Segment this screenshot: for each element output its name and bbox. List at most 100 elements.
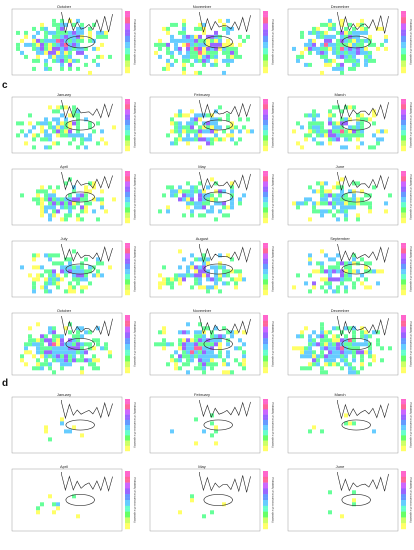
probability-cell bbox=[372, 354, 376, 359]
closure-area bbox=[203, 35, 233, 49]
probability-cell bbox=[336, 289, 340, 294]
probability-cell bbox=[48, 326, 52, 331]
probability-cell bbox=[222, 362, 226, 367]
probability-cell bbox=[178, 338, 182, 343]
probability-cell bbox=[210, 350, 214, 355]
probability-cell bbox=[332, 338, 336, 343]
probability-cell bbox=[60, 133, 64, 138]
map-plot: Probability of occurrence of a spawning bbox=[149, 396, 275, 454]
probability-cell bbox=[174, 125, 178, 130]
probability-cell bbox=[44, 197, 48, 202]
probability-cell bbox=[40, 209, 44, 214]
probability-cell bbox=[170, 62, 174, 67]
probability-cell bbox=[320, 322, 324, 327]
probability-cell bbox=[52, 117, 56, 122]
probability-cell bbox=[336, 201, 340, 206]
probability-cell bbox=[340, 109, 344, 114]
probability-cell bbox=[202, 62, 206, 67]
probability-cell bbox=[76, 269, 80, 274]
probability-cell bbox=[190, 350, 194, 355]
probability-cell bbox=[92, 358, 96, 363]
probability-cell bbox=[222, 502, 226, 507]
probability-cell bbox=[344, 205, 348, 210]
probability-cell bbox=[218, 117, 222, 122]
probability-cell bbox=[352, 421, 356, 426]
probability-cell bbox=[230, 269, 234, 274]
probability-cell bbox=[202, 265, 206, 270]
probability-cell bbox=[182, 189, 186, 194]
probability-cell bbox=[96, 197, 100, 202]
probability-cell bbox=[332, 213, 336, 218]
probability-cell bbox=[234, 141, 238, 146]
probability-cell bbox=[380, 346, 384, 351]
probability-cell bbox=[64, 22, 68, 27]
probability-cell bbox=[348, 273, 352, 278]
probability-cell bbox=[64, 46, 68, 51]
probability-cell bbox=[372, 133, 376, 138]
map-panel: November Probability of occurrence of a s… bbox=[142, 308, 282, 380]
probability-cell bbox=[226, 18, 230, 23]
probability-cell bbox=[316, 50, 320, 55]
probability-cell bbox=[182, 18, 186, 23]
probability-cell bbox=[348, 370, 352, 375]
probability-cell bbox=[174, 42, 178, 47]
probability-cell bbox=[328, 277, 332, 282]
probability-cell bbox=[316, 121, 320, 126]
probability-cell bbox=[222, 70, 226, 75]
map-plot: Probability of occurrence of a spawning bbox=[11, 168, 137, 226]
probability-cell bbox=[202, 253, 206, 258]
probability-cell bbox=[52, 350, 56, 355]
probability-cell bbox=[214, 354, 218, 359]
probability-cell bbox=[230, 205, 234, 210]
probability-cell bbox=[36, 358, 40, 363]
colorbar: Probability of occurrence of a spawning bbox=[125, 11, 137, 74]
probability-cell bbox=[328, 209, 332, 214]
probability-cell bbox=[226, 58, 230, 63]
probability-cell bbox=[344, 145, 348, 150]
probability-cell bbox=[242, 350, 246, 355]
probability-cell bbox=[32, 342, 36, 347]
probability-cell bbox=[166, 133, 170, 138]
probability-cell bbox=[64, 133, 68, 138]
closure-area bbox=[341, 419, 371, 431]
probability-cell bbox=[296, 201, 300, 206]
probability-cell bbox=[340, 261, 344, 266]
probability-cell bbox=[56, 209, 60, 214]
probability-cell bbox=[60, 346, 64, 351]
map-panel: July Probability of occurrence of a spawn… bbox=[4, 236, 144, 302]
probability-cell bbox=[230, 125, 234, 130]
probability-cell bbox=[340, 205, 344, 210]
probability-cell bbox=[238, 54, 242, 59]
probability-cell bbox=[198, 181, 202, 186]
probability-cell bbox=[56, 354, 60, 359]
probability-cell bbox=[230, 137, 234, 142]
probability-cell bbox=[182, 38, 186, 43]
probability-cell bbox=[166, 362, 170, 367]
probability-cell bbox=[76, 125, 80, 130]
probability-cell bbox=[84, 358, 88, 363]
probability-cell bbox=[214, 326, 218, 331]
probability-cell bbox=[336, 42, 340, 47]
probability-cell bbox=[202, 137, 206, 142]
probability-cell bbox=[242, 38, 246, 43]
probability-cell bbox=[194, 441, 198, 446]
coastline bbox=[337, 316, 389, 336]
probability-cell bbox=[36, 510, 40, 515]
probability-cell bbox=[214, 117, 218, 122]
probability-cell bbox=[28, 113, 32, 118]
probability-cell bbox=[202, 338, 206, 343]
probability-cell bbox=[324, 358, 328, 363]
probability-cell bbox=[178, 330, 182, 335]
probability-cell bbox=[100, 273, 104, 278]
probability-cell bbox=[52, 50, 56, 55]
probability-cell bbox=[60, 113, 64, 118]
probability-cell bbox=[316, 181, 320, 186]
probability-cell bbox=[60, 269, 64, 274]
probability-cell bbox=[316, 46, 320, 51]
probability-cell bbox=[186, 58, 190, 63]
coastline bbox=[337, 472, 389, 492]
probability-cell bbox=[44, 354, 48, 359]
probability-cell bbox=[222, 269, 226, 274]
probability-cell bbox=[190, 189, 194, 194]
probability-cell bbox=[368, 354, 372, 359]
